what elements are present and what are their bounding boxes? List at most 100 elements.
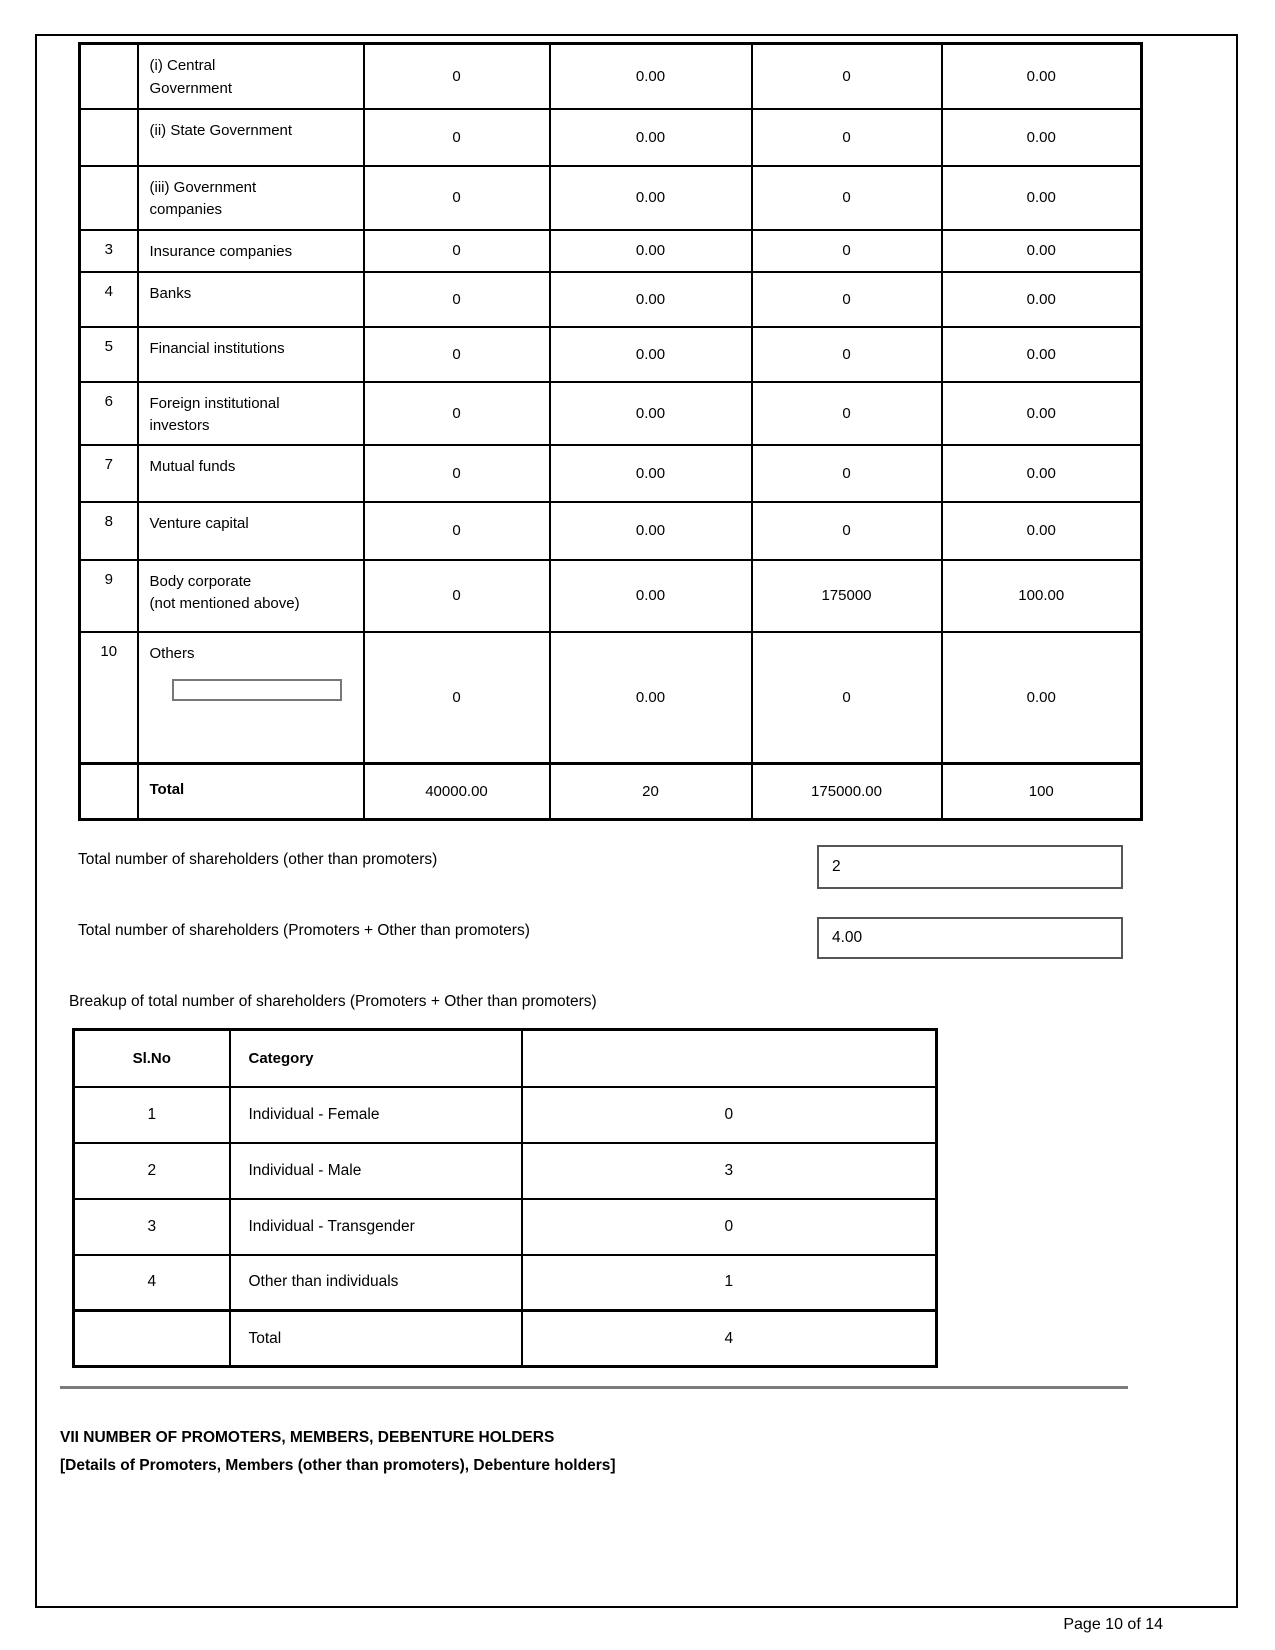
category-label: Insurance companies [149, 242, 293, 260]
breakup-total-row: Total 4 [72, 1309, 938, 1368]
value-cell: 0.00 [548, 325, 753, 383]
serial-cell [78, 107, 139, 167]
category-label: (iii) Government companies [149, 178, 257, 219]
total-shareholders-other-input[interactable]: 2 [817, 845, 1123, 889]
total-count-cell: 4 [520, 1309, 938, 1368]
category-cell: Body corporate (not mentioned above) [136, 558, 365, 633]
section-divider [60, 1386, 1128, 1389]
slno-cell [72, 1309, 231, 1368]
shareholding-row: 4 Banks 0 0.00 0 0.00 [78, 270, 1143, 328]
category-cell: (iii) Government companies [136, 164, 365, 231]
value-cell: 0.00 [940, 443, 1143, 503]
shareholding-row: 10 Others 0 0.00 0 0.00 [78, 630, 1143, 765]
serial-cell: 7 [78, 443, 139, 503]
value-cell: 0.00 [940, 107, 1143, 167]
value-cell: 0 [750, 164, 943, 231]
serial-cell: 10 [78, 630, 139, 765]
category-cell: Venture capital [136, 500, 365, 561]
value-cell: 0 [750, 443, 943, 503]
value-cell: 0.00 [940, 270, 1143, 328]
value-cell: 0.00 [548, 630, 753, 765]
serial-cell [78, 164, 139, 231]
value-cell: 175000 [750, 558, 943, 633]
total-label-cell: Total [228, 1309, 523, 1368]
serial-cell: 4 [78, 270, 139, 328]
page-border [35, 34, 1238, 1608]
category-cell: Others [136, 630, 365, 765]
value-cell: 0.00 [548, 270, 753, 328]
value-cell: 0 [362, 228, 551, 273]
value-cell: 0.00 [548, 558, 753, 633]
value-cell: 0 [750, 228, 943, 273]
section-vii-heading: VII NUMBER OF PROMOTERS, MEMBERS, DEBENT… [60, 1424, 616, 1480]
slno-cell: 3 [72, 1197, 231, 1256]
value-cell: 0.00 [940, 500, 1143, 561]
total-shareholders-all-label: Total number of shareholders (Promoters … [78, 922, 530, 939]
value-cell: 0 [362, 443, 551, 503]
value-cell: 0.00 [548, 164, 753, 231]
shareholding-row: 7 Mutual funds 0 0.00 0 0.00 [78, 443, 1143, 503]
page-number: Page 10 of 14 [1063, 1616, 1163, 1633]
value-cell: 0 [362, 107, 551, 167]
shareholding-category-table: (i) Central Government 0 0.00 0 0.00 (ii) Sta… [78, 42, 1143, 821]
total-value-cell: 40000.00 [362, 762, 551, 821]
category-cell: Foreign institutional investors [136, 380, 365, 446]
value-cell: 0 [362, 558, 551, 633]
slno-cell: 1 [72, 1085, 231, 1144]
total-value-cell: 175000.00 [750, 762, 943, 821]
value-cell: 0.00 [940, 42, 1143, 110]
serial-cell: 5 [78, 325, 139, 383]
shareholding-row: (ii) State Government 0 0.00 0 0.00 [78, 107, 1143, 167]
value-cell: 0 [750, 107, 943, 167]
total-shareholders-all-input[interactable]: 4.00 [817, 917, 1123, 959]
category-cell: (ii) State Government [136, 107, 365, 167]
breakup-row: 3 Individual - Transgender 0 [72, 1197, 938, 1256]
category-label: (ii) State Government [149, 121, 293, 139]
category-label: Venture capital [149, 514, 249, 532]
total-value-cell: 100 [940, 762, 1143, 821]
total-shareholders-other-label: Total number of shareholders (other than… [78, 851, 438, 868]
shareholder-breakup-table: Sl.No Category 1 Individual - Female 0 2 Ind… [72, 1028, 938, 1368]
value-cell: 0.00 [940, 630, 1143, 765]
shareholding-total-row: Total 40000.00 20 175000.00 100 [78, 762, 1143, 821]
total-label-cell: Total [136, 762, 365, 821]
serial-cell [78, 762, 139, 821]
shareholding-row: 5 Financial institutions 0 0.00 0 0.00 [78, 325, 1143, 383]
shareholding-row: 3 Insurance companies 0 0.00 0 0.00 [78, 228, 1143, 273]
value-cell: 0 [750, 270, 943, 328]
category-label: (i) Central Government [149, 57, 233, 97]
total-value-cell: 20 [548, 762, 753, 821]
value-cell: 0 [362, 380, 551, 446]
value-cell: 0.00 [940, 228, 1143, 273]
section-vii-subtitle: [Details of Promoters, Members (other th… [60, 1457, 616, 1474]
count-cell: 3 [520, 1141, 938, 1200]
value-cell: 0 [750, 630, 943, 765]
breakup-row: 1 Individual - Female 0 [72, 1085, 938, 1144]
category-label: Financial institutions [149, 339, 285, 357]
shareholding-row: (i) Central Government 0 0.00 0 0.00 [78, 42, 1143, 110]
breakup-header-row: Sl.No Category [72, 1028, 938, 1088]
count-cell: 1 [520, 1253, 938, 1312]
value-cell: 100.00 [940, 558, 1143, 633]
value-cell: 0 [362, 270, 551, 328]
category-label: Banks [149, 284, 192, 302]
shareholding-row: 9 Body corporate (not mentioned above) 0 0.… [78, 558, 1143, 633]
shareholding-row: 6 Foreign institutional investors 0 0.00 0 0.… [78, 380, 1143, 446]
value-cell: 0.00 [548, 500, 753, 561]
category-cell: Individual - Male [228, 1141, 523, 1200]
breakup-row: 2 Individual - Male 3 [72, 1141, 938, 1200]
value-cell: 0 [750, 500, 943, 561]
others-specify-input[interactable] [171, 679, 342, 701]
value-cell: 0 [750, 325, 943, 383]
value-cell: 0 [362, 630, 551, 765]
category-label: Mutual funds [149, 457, 236, 475]
category-cell: Mutual funds [136, 443, 365, 503]
slno-header: Sl.No [72, 1028, 231, 1088]
count-cell: 0 [520, 1197, 938, 1256]
slno-cell: 2 [72, 1141, 231, 1200]
serial-cell [78, 42, 139, 110]
value-cell: 0.00 [548, 107, 753, 167]
serial-cell: 9 [78, 558, 139, 633]
category-cell: Individual - Female [228, 1085, 523, 1144]
